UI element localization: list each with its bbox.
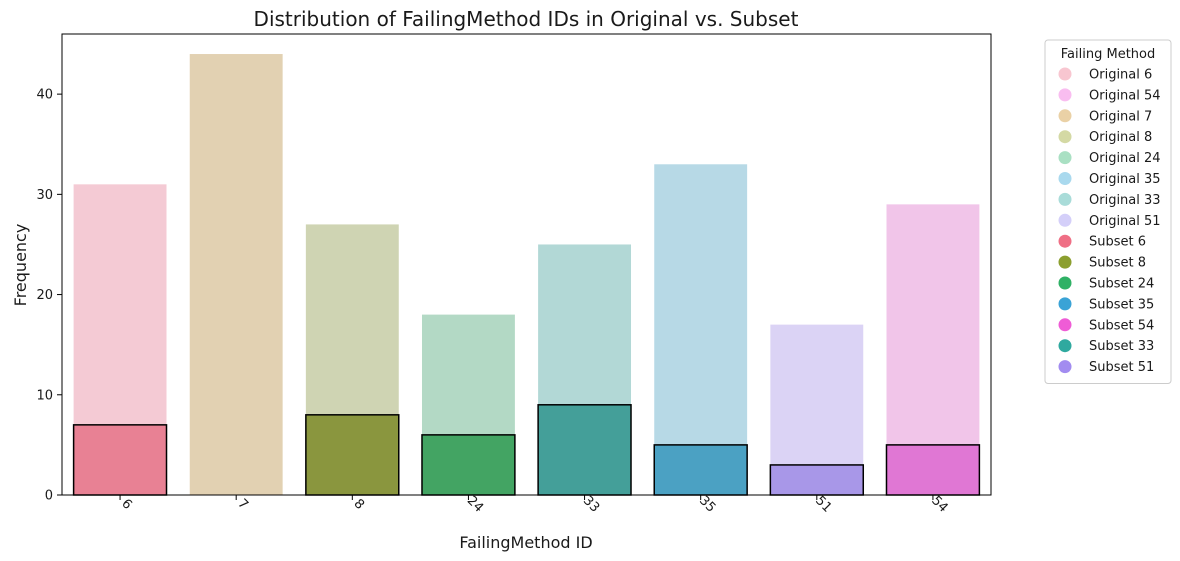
- legend-marker: [1058, 318, 1072, 332]
- x-tick-label: 8: [351, 496, 367, 512]
- legend-entry: Subset 8: [1089, 256, 1146, 271]
- legend-marker: [1058, 360, 1072, 374]
- y-tick-label: 10: [36, 388, 53, 403]
- legend-marker: [1058, 297, 1072, 311]
- legend-marker: [1058, 276, 1072, 290]
- bar-subset-6: [72, 424, 168, 496]
- legend-entry: Subset 33: [1089, 339, 1154, 354]
- y-axis-label: Frequency: [11, 224, 30, 307]
- legend-entry: Original 8: [1089, 130, 1152, 145]
- legend-marker: [1058, 339, 1072, 353]
- chart-title: Distribution of FailingMethod IDs in Ori…: [254, 7, 799, 31]
- bar-subset-24: [421, 434, 516, 496]
- legend-marker: [1058, 67, 1072, 81]
- legend-marker: [1058, 234, 1072, 248]
- x-tick-label: 54: [928, 493, 950, 515]
- legend-entry: Subset 6: [1089, 235, 1146, 250]
- legend-entry: Original 35: [1089, 172, 1161, 187]
- plot-area: 0 10 20 30 40 6 7 8 24 33 35 51 54: [36, 33, 992, 516]
- legend-entry: Subset 54: [1089, 318, 1154, 333]
- legend-entry: Subset 35: [1089, 297, 1154, 312]
- legend-marker: [1058, 172, 1072, 185]
- legend-entry: Subset 51: [1089, 360, 1154, 375]
- legend-entry: Subset 24: [1089, 277, 1154, 292]
- legend-marker: [1058, 255, 1072, 269]
- x-tick-label: 35: [696, 493, 718, 515]
- bar-original-7: [189, 54, 283, 495]
- y-tick-label: 30: [36, 188, 53, 203]
- legend-marker: [1058, 213, 1072, 227]
- legend: Failing Method Original 6 Original 54 Origi…: [1044, 39, 1172, 384]
- x-tick-label: 51: [812, 493, 834, 515]
- legend-title: Failing Method: [1061, 47, 1155, 62]
- legend-entry: Original 51: [1089, 214, 1161, 229]
- x-tick-label: 7: [234, 496, 250, 512]
- legend-entry: Original 33: [1089, 193, 1161, 208]
- y-tick-label: 0: [45, 489, 53, 504]
- legend-entry: Original 54: [1089, 88, 1161, 103]
- y-tick-label: 40: [36, 88, 53, 103]
- bar-subset-8: [305, 414, 400, 496]
- y-tick-label: 20: [36, 288, 53, 303]
- legend-marker: [1058, 109, 1072, 123]
- bar-subset-33: [537, 404, 632, 496]
- legend-marker: [1058, 192, 1072, 206]
- bar-subset-51: [769, 464, 865, 496]
- bar-original-35: [654, 164, 748, 495]
- bar-subset-54: [885, 444, 981, 496]
- legend-marker: [1058, 88, 1072, 102]
- bar-subset-35: [653, 444, 748, 496]
- legend-entry: Original 7: [1089, 109, 1152, 124]
- plot-frame: [61, 33, 992, 496]
- legend-marker: [1058, 130, 1072, 144]
- legend-entry: Original 6: [1089, 68, 1152, 83]
- x-tick-label: 33: [580, 493, 602, 515]
- legend-box: [1044, 39, 1172, 384]
- legend-entry: Original 24: [1089, 151, 1161, 166]
- x-tick-label: 6: [118, 496, 134, 512]
- x-axis-label: FailingMethod ID: [459, 533, 592, 552]
- x-tick-label: 24: [464, 493, 486, 515]
- legend-marker: [1058, 151, 1072, 165]
